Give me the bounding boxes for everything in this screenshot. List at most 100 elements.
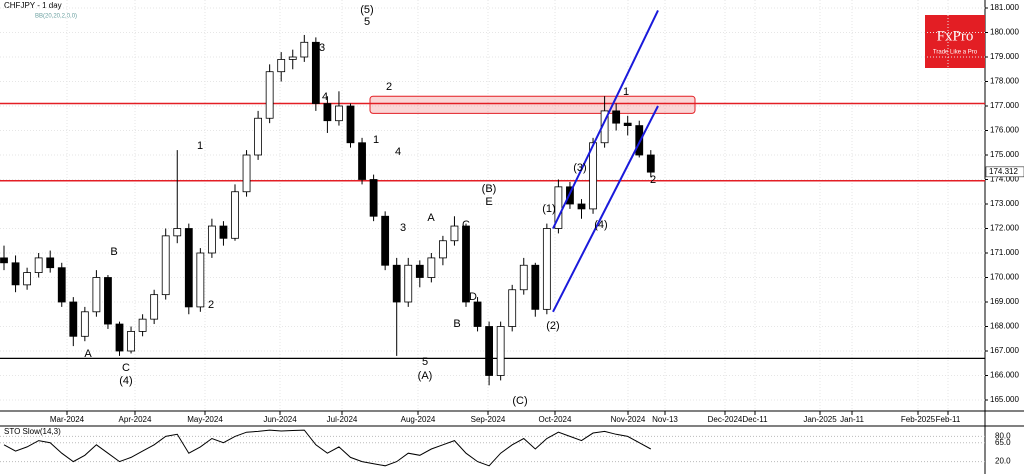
wave-label: 5 xyxy=(364,16,370,28)
candle-body xyxy=(369,179,378,217)
y-tick-label: 175.000 xyxy=(990,150,1019,159)
candle-body xyxy=(115,323,124,352)
y-tick-label: 174.000 xyxy=(990,175,1019,184)
x-tick-label: Nov-2024 xyxy=(611,415,646,424)
candle-body xyxy=(23,272,32,286)
y-tick-label: 178.000 xyxy=(990,77,1019,86)
wave-label: 2 xyxy=(650,174,656,186)
channel-line xyxy=(552,10,659,229)
wave-label: (A) xyxy=(418,370,433,382)
candle-body xyxy=(589,142,597,210)
candle-body xyxy=(173,228,182,237)
candle-body xyxy=(80,311,89,337)
stochastic-line xyxy=(3,429,652,467)
candle-body xyxy=(438,240,447,259)
x-tick-label: Dec-11 xyxy=(742,415,768,424)
candle-body xyxy=(531,264,540,310)
x-tick-label: May-2024 xyxy=(187,415,223,424)
wave-label: (4) xyxy=(594,219,607,231)
candle-body xyxy=(623,122,632,127)
candle-body xyxy=(508,289,517,327)
candle-body xyxy=(577,203,586,210)
candle-body xyxy=(127,330,135,352)
wave-label: 3 xyxy=(400,222,406,234)
x-tick-label: Nov-13 xyxy=(652,415,678,424)
candle-body xyxy=(450,225,459,242)
x-tick-label: Sep-2024 xyxy=(471,415,506,424)
candle-body xyxy=(184,228,193,308)
candle-body xyxy=(335,105,343,122)
resistance-zone xyxy=(369,95,696,114)
candle-body xyxy=(0,257,8,264)
wave-label: 1 xyxy=(197,140,203,152)
logo-tagline: Trade Like a Pro xyxy=(933,50,978,56)
candle-body xyxy=(473,301,482,327)
wave-label: (1) xyxy=(542,203,555,215)
candle-body xyxy=(404,264,413,303)
candle-body xyxy=(346,105,355,144)
x-tick-label: Apr-2024 xyxy=(119,415,152,424)
wave-label: A xyxy=(427,212,435,224)
candle-body xyxy=(46,257,55,269)
x-tick-label: Jul-2024 xyxy=(327,415,358,424)
y-tick-label: 170.000 xyxy=(990,273,1019,282)
y-tick-label: 180.000 xyxy=(990,28,1019,37)
candle-body xyxy=(554,186,563,229)
candle-body xyxy=(69,301,78,337)
wave-label: D xyxy=(469,291,477,303)
channel-line xyxy=(552,105,659,313)
indicator-label: BB(20,20,2,0,0) xyxy=(35,14,77,20)
candle-body xyxy=(392,264,401,303)
wave-label: 3 xyxy=(319,42,325,54)
candle-body xyxy=(485,326,494,376)
x-tick-label: Dec-2024 xyxy=(708,415,743,424)
candle-body xyxy=(231,191,239,239)
x-tick-label: Oct-2024 xyxy=(539,415,572,424)
chart-title: CHFJPY - 1 day xyxy=(4,1,62,10)
x-tick-label: Jun-2024 xyxy=(263,415,297,424)
candle-body xyxy=(288,56,297,60)
candle-body xyxy=(427,257,436,278)
oscillator-title: STO Slow(14,3) xyxy=(4,427,61,436)
candle-body xyxy=(311,41,320,104)
wave-label: 4 xyxy=(322,91,328,103)
y-tick-label: 166.000 xyxy=(990,371,1019,380)
candle-body xyxy=(138,318,147,332)
x-tick-label: Feb-11 xyxy=(936,415,961,424)
wave-label: 4 xyxy=(395,146,401,158)
candle-body xyxy=(242,154,251,193)
candle-body xyxy=(635,125,644,156)
candle-body xyxy=(462,225,470,303)
price-tag-label: 174.312 xyxy=(989,167,1018,176)
wave-label: 5 xyxy=(422,356,428,368)
candle-body xyxy=(381,215,390,266)
y-tick-label: 168.000 xyxy=(990,322,1019,331)
candle-body xyxy=(358,142,366,180)
y-tick-label: 181.000 xyxy=(990,3,1019,12)
candle-body xyxy=(519,264,528,291)
candle-body xyxy=(196,252,205,308)
y-tick-label: 169.000 xyxy=(990,297,1019,306)
wave-label: E xyxy=(485,196,492,208)
candle-body xyxy=(34,257,43,273)
wave-label: 2 xyxy=(386,81,392,93)
y-tick-label: 165.000 xyxy=(990,395,1019,404)
logo-name: FxPro xyxy=(937,28,974,44)
candle-body xyxy=(265,71,274,119)
candle-body xyxy=(612,110,621,124)
candle-body xyxy=(207,225,216,254)
candle-body xyxy=(323,103,332,122)
candle-body xyxy=(104,277,112,325)
candle-body xyxy=(254,117,263,156)
wave-label: A xyxy=(84,348,92,360)
wave-label: (B) xyxy=(482,183,497,195)
y-tick-label: 172.000 xyxy=(990,224,1019,233)
price-tag xyxy=(985,166,1024,178)
wave-label: (C) xyxy=(512,395,527,407)
candle-body xyxy=(646,154,655,173)
osc-tick-label: 20.0 xyxy=(995,457,1011,466)
y-tick-label: 179.000 xyxy=(990,52,1019,61)
candle-body xyxy=(150,294,159,320)
